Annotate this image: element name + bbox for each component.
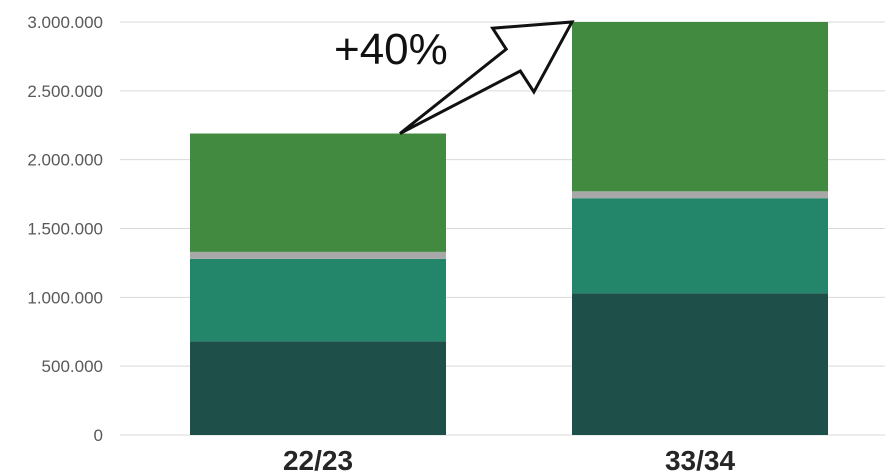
- x-axis-category-labels: 22/23 33/34: [283, 445, 735, 475]
- bar-segment: [572, 191, 828, 199]
- bar-segment: [572, 293, 828, 435]
- bar-segment: [190, 258, 446, 342]
- x-category-label: 33/34: [665, 445, 735, 475]
- bar-segment: [190, 133, 446, 252]
- y-tick-label: 500.000: [42, 357, 103, 376]
- bar-segment: [572, 198, 828, 294]
- y-tick-label: 1.000.000: [27, 288, 103, 307]
- y-tick-label: 2.500.000: [27, 82, 103, 101]
- y-tick-label: 0: [94, 426, 103, 445]
- bar-segment: [190, 341, 446, 435]
- x-category-label: 22/23: [283, 445, 353, 475]
- bar-segment: [190, 251, 446, 259]
- growth-arrow: [399, 20, 575, 135]
- growth-annotation: +40%: [334, 20, 575, 135]
- y-tick-label: 2.000.000: [27, 151, 103, 170]
- bar-segment: [572, 22, 828, 192]
- growth-annotation-label: +40%: [334, 25, 448, 74]
- y-tick-label: 3.000.000: [27, 13, 103, 32]
- bars: [190, 22, 828, 435]
- y-tick-label: 1.500.000: [27, 220, 103, 239]
- y-axis-tick-labels: 0 500.000 1.000.000 1.500.000 2.000.000 2.500…: [27, 13, 103, 445]
